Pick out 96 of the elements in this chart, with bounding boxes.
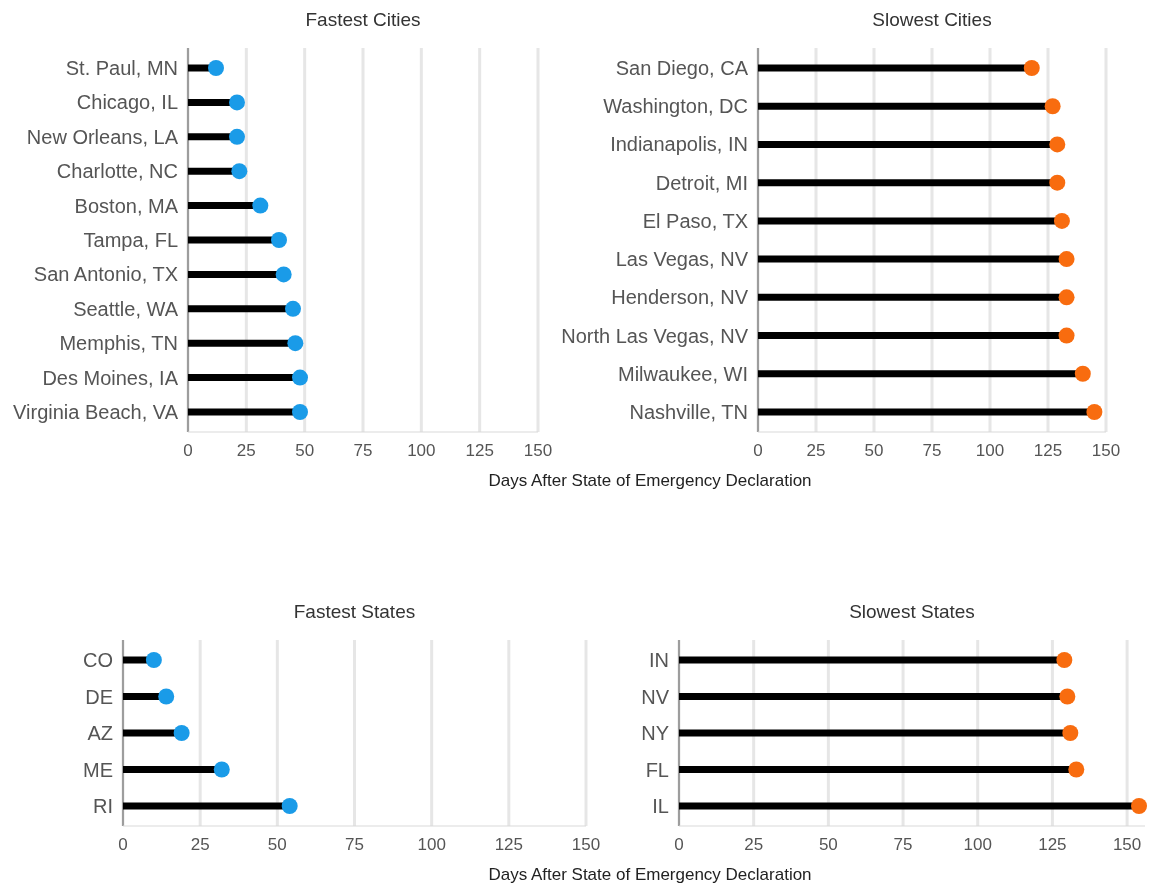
y-tick-label: Des Moines, IA <box>42 366 179 389</box>
chart-title: Fastest States <box>293 601 416 622</box>
y-tick-label: New Orleans, LA <box>26 125 179 148</box>
y-tick-label: El Paso, TX <box>642 209 748 232</box>
x-axis-title: Days After State of Emergency Declaration <box>488 865 812 884</box>
x-tick-label: 100 <box>963 835 992 854</box>
y-tick-label: IL <box>652 795 669 817</box>
x-tick-label: 100 <box>417 835 446 854</box>
y-tick-label: DE <box>85 685 113 708</box>
x-tick-label: 25 <box>806 441 826 460</box>
x-tick-label: 50 <box>295 441 315 460</box>
y-tick-label: Milwaukee, WI <box>617 362 748 385</box>
point <box>285 300 301 317</box>
x-tick-label: 100 <box>407 441 436 460</box>
point <box>252 197 269 214</box>
y-tick-label: Charlotte, NC <box>56 160 178 183</box>
point <box>1058 251 1075 268</box>
x-tick-label: 0 <box>118 835 128 854</box>
chart-title: Slowest Cities <box>872 9 992 30</box>
point <box>1053 212 1070 229</box>
x-tick-label: 0 <box>753 441 763 460</box>
point <box>287 335 304 352</box>
chart-title: Fastest Cities <box>305 9 421 30</box>
point <box>281 798 298 814</box>
y-tick-label: Chicago, IL <box>76 91 178 114</box>
point <box>1059 688 1076 705</box>
y-tick-label: RI <box>93 795 113 817</box>
x-tick-label: 0 <box>674 835 684 854</box>
chart-title: Slowest States <box>849 601 975 622</box>
y-tick-label: Washington, DC <box>603 95 748 118</box>
x-tick-label: 125 <box>465 441 494 460</box>
y-tick-label: San Diego, CA <box>615 57 749 79</box>
point <box>1068 761 1085 778</box>
y-tick-label: Seattle, WA <box>73 297 179 320</box>
y-tick-label: Indianapolis, IN <box>610 133 748 156</box>
point <box>1131 798 1148 814</box>
x-tick-label: 50 <box>864 441 884 460</box>
x-tick-label: 0 <box>183 441 193 460</box>
x-axis-title: Days After State of Emergency Declaration <box>488 471 812 490</box>
x-tick-label: 75 <box>922 441 942 460</box>
y-tick-label: Boston, MA <box>74 194 179 217</box>
y-tick-label: IN <box>649 649 669 671</box>
y-tick-label: St. Paul, MN <box>65 57 178 79</box>
point <box>229 94 245 111</box>
y-tick-label: Las Vegas, NV <box>615 248 749 271</box>
point <box>1056 652 1073 668</box>
x-tick-label: 100 <box>975 441 1005 460</box>
x-tick-label: 125 <box>494 835 524 854</box>
point <box>1074 365 1091 382</box>
x-tick-label: 150 <box>523 441 553 460</box>
y-tick-label: CO <box>83 649 113 671</box>
point <box>158 688 175 705</box>
point <box>1062 725 1079 741</box>
point <box>229 128 245 145</box>
x-tick-label: 25 <box>236 441 256 460</box>
point <box>271 232 287 248</box>
point <box>1049 174 1066 191</box>
y-tick-label: Detroit, MI <box>655 171 748 194</box>
point <box>1086 404 1103 420</box>
x-tick-label: 75 <box>893 835 913 854</box>
point <box>208 60 224 76</box>
x-tick-label: 150 <box>1091 441 1121 460</box>
x-tick-label: 150 <box>1112 835 1142 854</box>
point <box>292 404 308 420</box>
x-tick-label: 50 <box>267 835 287 854</box>
x-tick-label: 25 <box>744 835 764 854</box>
y-tick-label: Memphis, TN <box>59 332 178 355</box>
point <box>1044 98 1061 115</box>
point <box>231 163 248 180</box>
y-tick-label: Virginia Beach, VA <box>13 401 179 423</box>
y-tick-label: San Antonio, TX <box>33 263 178 286</box>
point <box>292 369 308 386</box>
y-tick-label: NY <box>641 722 669 744</box>
y-tick-label: North Las Vegas, NV <box>561 324 749 347</box>
x-tick-label: 25 <box>190 835 210 854</box>
point <box>275 266 292 283</box>
x-tick-label: 75 <box>345 835 364 854</box>
y-tick-label: ME <box>83 758 113 781</box>
point <box>1023 60 1040 76</box>
x-tick-label: 50 <box>818 835 838 854</box>
y-tick-label: Henderson, NV <box>611 286 749 309</box>
x-tick-label: 125 <box>1033 441 1063 460</box>
point <box>145 652 162 668</box>
point <box>1049 136 1066 153</box>
y-tick-label: NV <box>641 685 670 708</box>
point <box>1058 289 1075 306</box>
y-tick-label: FL <box>645 758 669 781</box>
point <box>173 725 190 741</box>
y-tick-label: AZ <box>87 722 113 744</box>
x-tick-label: 75 <box>353 441 373 460</box>
y-tick-label: Nashville, TN <box>629 401 748 423</box>
point <box>213 761 230 778</box>
point <box>1058 327 1075 344</box>
x-tick-label: 125 <box>1038 835 1067 854</box>
y-tick-label: Tampa, FL <box>83 229 178 251</box>
x-tick-label: 150 <box>571 835 601 854</box>
